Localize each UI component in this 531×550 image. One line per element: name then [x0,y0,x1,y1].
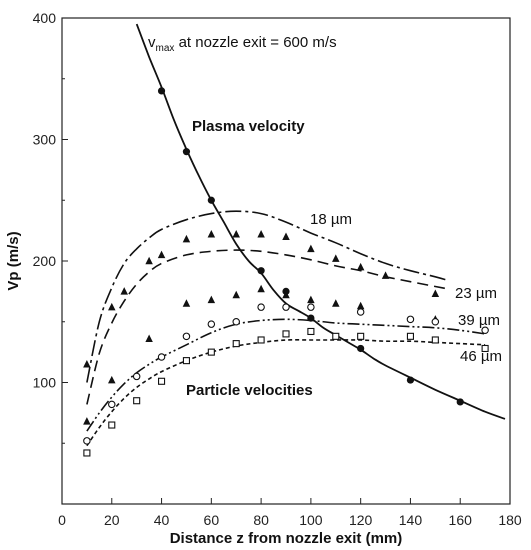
data-point [307,303,315,311]
x-tick-label: 100 [299,512,323,528]
ticks-layer: 0 20 40 60 80 100 120 140 160 180 100 200 300 400 [33,10,522,528]
data-point [83,449,91,457]
data-point [257,336,265,344]
x-tick-label: 60 [204,512,220,528]
data-point [431,289,440,298]
data-point [332,254,340,262]
data-point [282,290,290,299]
plasma-velocity-label: Plasma velocity [192,118,305,135]
data-point [145,256,153,265]
data-point [207,295,216,304]
series-label-18um: 18 µm [310,211,352,228]
data-point [207,196,215,204]
data-point [83,437,91,445]
data-point [431,317,440,326]
x-tick-label: 160 [449,512,473,528]
data-point [182,148,191,156]
vmax-prefix: v [148,34,156,51]
data-point [157,353,166,361]
data-point [356,262,365,271]
x-tick-label: 20 [104,512,120,528]
data-point [356,301,365,310]
series-line [86,210,449,383]
data-point [406,332,414,340]
data-point [282,330,290,338]
y-tick-label: 400 [33,10,57,26]
data-point [232,317,240,326]
data-point [307,327,315,336]
plot-frame [61,17,511,505]
data-point [257,284,265,293]
y-axis-title: Vp (m/s) [5,231,22,290]
x-tick-label: 140 [399,512,423,528]
data-point [157,87,166,95]
data-point [207,348,215,356]
data-point [257,230,265,238]
series-line [86,339,486,447]
data-point [357,332,365,340]
data-point [481,326,489,335]
data-point [232,230,240,238]
data-point [132,372,141,381]
data-point [406,315,415,324]
vmax-annotation: vmax at nozzle exit = 600 m/s [148,34,337,54]
y-tick-label: 200 [33,253,57,269]
series-label-46um: 46 µm [460,348,502,365]
x-axis-title: Distance z from nozzle exit (mm) [170,530,403,547]
data-point [232,290,240,299]
data-point [307,314,315,322]
x-tick-label: 0 [58,512,66,528]
vmax-rest: at nozzle exit = 600 m/s [174,34,336,51]
data-point [108,375,116,384]
labels-layer: Distance z from nozzle exit (mm) Vp (m/s… [5,34,502,547]
y-tick-label: 100 [33,375,57,391]
data-point [406,376,415,384]
data-point [182,332,191,341]
data-point [257,303,265,311]
x-tick-label: 80 [253,512,269,528]
data-point [332,332,340,340]
data-point [145,334,153,343]
data-point [307,295,315,304]
series-label-39um: 39 µm [458,312,500,329]
data-point [158,377,166,385]
data-point [182,357,190,365]
points-layer [83,87,489,457]
y-tick-label: 300 [33,132,57,148]
data-point [207,320,216,328]
data-point [431,336,439,344]
data-point [83,417,91,425]
data-point [133,397,141,405]
series-line [86,318,486,432]
data-point [108,400,116,409]
data-point [332,299,340,307]
data-point [120,287,128,295]
data-point [207,230,216,238]
vmax-subscript: max [156,43,175,54]
particle-velocities-label: Particle velocities [186,382,313,399]
data-point [257,267,265,275]
data-point [357,344,365,353]
data-point [108,302,116,311]
data-point [282,303,290,311]
data-point [83,360,91,368]
x-tick-label: 40 [154,512,170,528]
data-point [182,234,191,243]
x-tick-label: 180 [498,512,522,528]
data-point [232,340,240,348]
data-point [307,244,315,253]
x-tick-label: 120 [349,512,373,528]
data-point [381,271,390,279]
data-point [456,398,464,406]
data-point [108,421,116,429]
data-point [356,308,365,316]
data-point [182,299,191,307]
series-label-23um: 23 µm [455,285,497,302]
data-point [157,250,166,259]
data-point [481,344,489,353]
data-point [282,232,290,240]
